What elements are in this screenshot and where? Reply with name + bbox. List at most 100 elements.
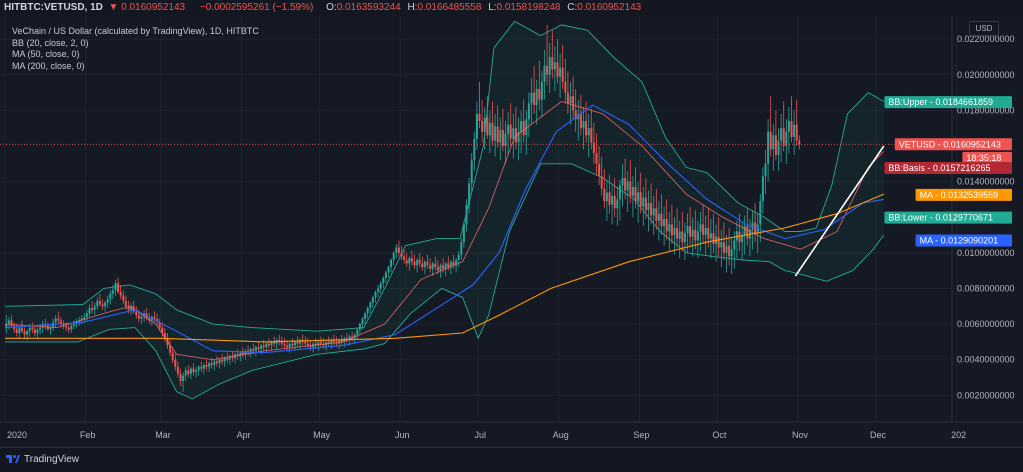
- candle: [764, 149, 767, 195]
- tradingview-logo-icon[interactable]: [6, 454, 20, 464]
- candle-body: [410, 258, 413, 262]
- candle-body: [743, 226, 746, 236]
- symbol-label[interactable]: HITBTC:VETUSD, 1D: [4, 2, 103, 13]
- candle: [88, 304, 91, 317]
- candle: [114, 279, 117, 296]
- x-tick-label: Aug: [553, 430, 569, 440]
- candle: [117, 277, 120, 294]
- candle-body: [210, 363, 213, 366]
- candle: [600, 156, 603, 196]
- open-value: 0.0163593244: [336, 2, 401, 13]
- candle-body: [208, 363, 211, 367]
- candle-body: [348, 336, 351, 341]
- candle: [153, 311, 156, 323]
- tradingview-brand[interactable]: TradingView: [24, 454, 80, 465]
- candle-body: [405, 259, 408, 264]
- candle: [195, 366, 198, 378]
- candle-body: [600, 176, 603, 189]
- candle: [205, 359, 208, 371]
- candle: [759, 194, 762, 243]
- candle: [429, 258, 432, 273]
- candle-body: [390, 259, 393, 268]
- plot-background: [0, 16, 952, 422]
- candle: [774, 110, 777, 161]
- candle-body: [696, 231, 699, 241]
- candle-body: [62, 324, 65, 326]
- legend-ma200[interactable]: MA (200, close, 0): [12, 60, 85, 71]
- candle-body: [83, 316, 86, 319]
- candle: [587, 113, 590, 157]
- candle: [364, 311, 367, 325]
- candle: [696, 220, 699, 259]
- candle: [421, 256, 424, 271]
- candle-body: [67, 327, 70, 330]
- candle: [10, 315, 13, 328]
- candle-body: [559, 67, 562, 77]
- candle: [36, 327, 39, 339]
- candle: [681, 211, 684, 252]
- price-badge-text: BB:Upper - 0.0184661859: [888, 97, 993, 107]
- candle-body: [657, 213, 660, 221]
- candle: [728, 227, 731, 266]
- candle-body: [673, 227, 676, 236]
- time-axis: 2020 Feb Mar Apr May Jun Jul Aug Sep Oct Nov Dec 202: [0, 421, 1023, 440]
- candle-body: [556, 62, 559, 77]
- trendline[interactable]: [794, 145, 885, 277]
- candle-body: [699, 224, 702, 232]
- candle: [390, 258, 393, 273]
- candle: [156, 313, 159, 326]
- candle-body: [356, 329, 359, 335]
- candle: [23, 327, 26, 339]
- candle: [670, 204, 673, 244]
- bb-basis-line: [4, 101, 885, 361]
- candle-body: [88, 308, 91, 314]
- price-badge: VETUSD - 0.0160952143: [894, 138, 1012, 151]
- candle: [559, 53, 562, 98]
- legend-bb[interactable]: BB (20, close, 2, 0): [12, 37, 89, 48]
- price-badge: 18:35:18: [962, 151, 1012, 164]
- candle-body: [447, 263, 450, 268]
- candle-body: [80, 318, 83, 321]
- candle: [603, 169, 606, 209]
- candle-body: [18, 327, 21, 333]
- candle: [517, 117, 520, 161]
- candle: [426, 254, 429, 269]
- currency-button[interactable]: USD: [969, 21, 999, 36]
- change-value: −0.0002595261 (−1.59%): [199, 2, 314, 13]
- candle: [574, 89, 577, 132]
- candle: [769, 96, 772, 157]
- candle-body: [631, 186, 634, 196]
- candle-body: [244, 350, 247, 355]
- candle: [564, 58, 567, 104]
- candle-body: [288, 343, 291, 348]
- candle: [33, 325, 36, 337]
- candle-body: [101, 304, 104, 307]
- candle-body: [566, 92, 569, 104]
- candle: [408, 256, 411, 271]
- candle-body: [57, 318, 60, 321]
- candle: [548, 42, 551, 93]
- candle: [795, 99, 798, 146]
- candle-body: [49, 327, 52, 330]
- candle: [686, 213, 689, 253]
- candle-body: [106, 299, 109, 303]
- candle-body: [221, 359, 224, 362]
- candle: [361, 316, 364, 330]
- candle-body: [189, 368, 192, 374]
- candle: [780, 113, 783, 163]
- candle-body: [795, 124, 798, 141]
- price-badge-bg: [884, 211, 1012, 224]
- legend-ma50[interactable]: MA (50, close, 0): [12, 49, 80, 59]
- x-tick-label: May: [313, 430, 331, 440]
- candle-body: [265, 343, 268, 348]
- candle: [397, 240, 400, 257]
- legend-title[interactable]: VeChain / US Dollar (calculated by Tradi…: [12, 26, 259, 36]
- candle-body: [33, 329, 36, 333]
- candle-body: [41, 324, 44, 328]
- candle: [475, 101, 478, 150]
- candle: [174, 354, 177, 371]
- candle-body: [351, 336, 354, 339]
- price-axis: 0.0220000000 0.0200000000 0.0180000000 0.01…: [951, 16, 1015, 422]
- candle: [767, 119, 770, 182]
